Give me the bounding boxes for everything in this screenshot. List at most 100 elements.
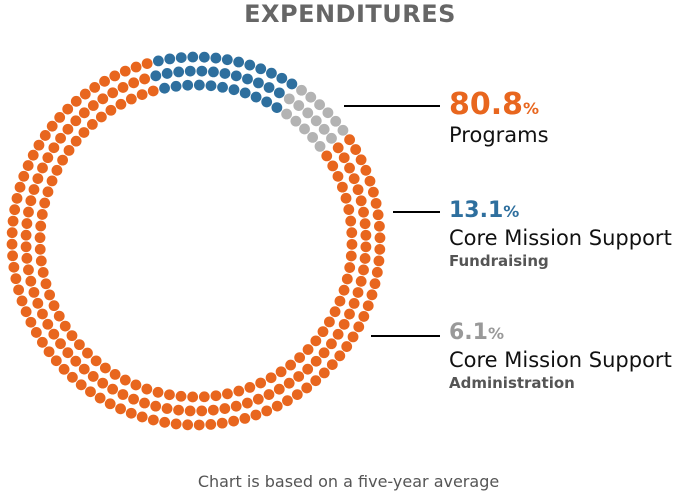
dot-programs-ring2-17 — [310, 335, 322, 347]
dot-programs-ring0-57 — [8, 261, 20, 273]
dot-fundraising-ring1-81 — [230, 70, 242, 82]
dot-programs-ring2-39 — [82, 347, 93, 359]
dot-programs-ring2-37 — [99, 362, 111, 374]
dot-programs-ring0-68 — [33, 139, 45, 151]
dot-programs-ring2-57 — [57, 154, 68, 166]
legend-administration: 6.1% Core Mission Support Administration — [449, 320, 672, 393]
dot-programs-ring2-41 — [66, 330, 78, 342]
dot-programs-ring2-12 — [338, 284, 350, 296]
percent-label-programs: 80.8% — [449, 87, 540, 122]
dot-administration-ring1-89 — [310, 115, 322, 127]
dot-programs-ring2-33 — [141, 383, 153, 395]
dot-programs-ring1-30 — [207, 404, 219, 416]
dot-programs-ring1-6 — [358, 206, 369, 218]
dot-programs-ring1-11 — [358, 264, 369, 276]
dot-programs-ring1-42 — [78, 363, 90, 375]
dot-fundraising-ring0-83 — [175, 52, 187, 63]
dot-programs-ring0-24 — [301, 382, 313, 394]
dot-fundraising-ring2-77 — [261, 96, 273, 108]
dot-administration-ring0-95 — [305, 91, 317, 103]
dot-programs-ring2-42 — [59, 320, 71, 332]
dot-programs-ring1-67 — [78, 107, 90, 119]
dot-programs-ring0-7 — [372, 209, 384, 221]
dot-fundraising-ring1-85 — [273, 87, 285, 99]
dot-programs-ring1-52 — [23, 264, 34, 276]
dot-fundraising-ring1-79 — [208, 66, 219, 78]
dot-fundraising-ring2-71 — [193, 79, 205, 91]
dot-programs-ring1-3 — [348, 173, 360, 185]
dot-programs-ring2-10 — [344, 262, 356, 273]
dot-programs-ring1-66 — [70, 115, 82, 127]
subcategory-label-fundraising: Fundraising — [449, 252, 549, 271]
dot-fundraising-ring1-75 — [161, 68, 173, 79]
dot-fundraising-ring0-87 — [221, 54, 233, 66]
dot-fundraising-ring0-82 — [164, 53, 176, 65]
dot-programs-ring1-24 — [273, 383, 285, 395]
dot-programs-ring2-8 — [346, 238, 358, 250]
dot-fundraising-ring0-91 — [266, 67, 277, 79]
dot-programs-ring1-70 — [107, 87, 119, 99]
dot-programs-ring1-62 — [42, 152, 54, 164]
dot-programs-ring0-72 — [62, 103, 74, 115]
dot-programs-ring0-14 — [366, 289, 378, 301]
dot-programs-ring2-59 — [70, 135, 82, 147]
dot-fundraising-ring0-90 — [255, 63, 267, 75]
dot-programs-ring2-60 — [78, 127, 90, 138]
dot-programs-ring0-9 — [374, 232, 386, 244]
dot-programs-ring1-58 — [25, 195, 37, 207]
dot-programs-ring0-77 — [109, 70, 121, 82]
category-label-programs: Programs — [449, 123, 549, 147]
dot-programs-ring0-2 — [355, 154, 367, 166]
dot-programs-ring1-33 — [173, 404, 184, 416]
dot-programs-ring0-67 — [27, 149, 39, 161]
dot-administration-ring1-86 — [283, 93, 295, 105]
dot-administration-ring2-81 — [299, 123, 310, 135]
dot-programs-ring1-44 — [62, 347, 74, 359]
dot-programs-ring2-2 — [332, 170, 344, 182]
dot-programs-ring1-27 — [241, 397, 253, 409]
dot-programs-ring2-1 — [327, 160, 339, 172]
dot-fundraising-ring2-70 — [182, 79, 194, 91]
dot-programs-ring0-34 — [193, 419, 205, 431]
dot-programs-ring0-0 — [344, 134, 356, 146]
dot-programs-ring2-44 — [48, 300, 60, 312]
dot-programs-ring1-63 — [48, 142, 60, 154]
dot-programs-ring2-14 — [329, 306, 341, 318]
dot-fundraising-ring1-82 — [242, 73, 253, 85]
dot-fundraising-ring0-81 — [152, 55, 164, 67]
dot-fundraising-ring2-75 — [239, 87, 251, 99]
dot-programs-ring2-36 — [109, 369, 121, 380]
dot-programs-ring1-28 — [230, 400, 242, 412]
percent-label-administration: 6.1% — [449, 320, 505, 345]
dot-programs-ring1-0 — [332, 142, 344, 154]
dot-programs-ring0-66 — [22, 160, 34, 171]
dot-programs-ring1-19 — [318, 347, 330, 359]
dot-programs-ring1-72 — [128, 77, 140, 89]
dot-programs-ring2-64 — [115, 98, 127, 110]
legend-fundraising: 13.1% Core Mission Support Fundraising — [449, 200, 672, 271]
leader-line-programs — [344, 105, 440, 107]
dot-programs-ring2-5 — [343, 204, 355, 215]
dot-programs-ring0-30 — [239, 412, 251, 424]
dot-fundraising-ring1-76 — [173, 66, 185, 78]
dot-programs-ring0-59 — [6, 238, 18, 250]
dot-programs-ring0-46 — [67, 371, 78, 383]
dot-fundraising-ring0-89 — [244, 59, 256, 71]
dot-programs-ring1-12 — [355, 275, 367, 287]
dot-programs-ring0-76 — [99, 75, 110, 87]
dot-programs-ring1-17 — [332, 328, 344, 340]
dot-programs-ring2-56 — [51, 164, 63, 176]
dot-programs-ring2-63 — [105, 104, 117, 116]
dot-fundraising-ring2-76 — [250, 91, 262, 103]
dot-programs-ring2-53 — [39, 197, 51, 209]
dot-programs-ring2-0 — [321, 150, 333, 162]
dot-programs-ring0-39 — [136, 411, 148, 423]
dot-fundraising-ring0-93 — [286, 78, 298, 90]
dot-programs-ring0-29 — [250, 409, 262, 421]
dot-programs-ring2-11 — [341, 273, 353, 285]
dot-fundraising-ring2-78 — [271, 102, 283, 113]
dot-programs-ring1-25 — [263, 389, 275, 400]
dot-programs-ring0-73 — [70, 95, 82, 107]
dot-programs-ring1-39 — [107, 383, 119, 395]
dot-fundraising-ring2-74 — [228, 84, 240, 96]
